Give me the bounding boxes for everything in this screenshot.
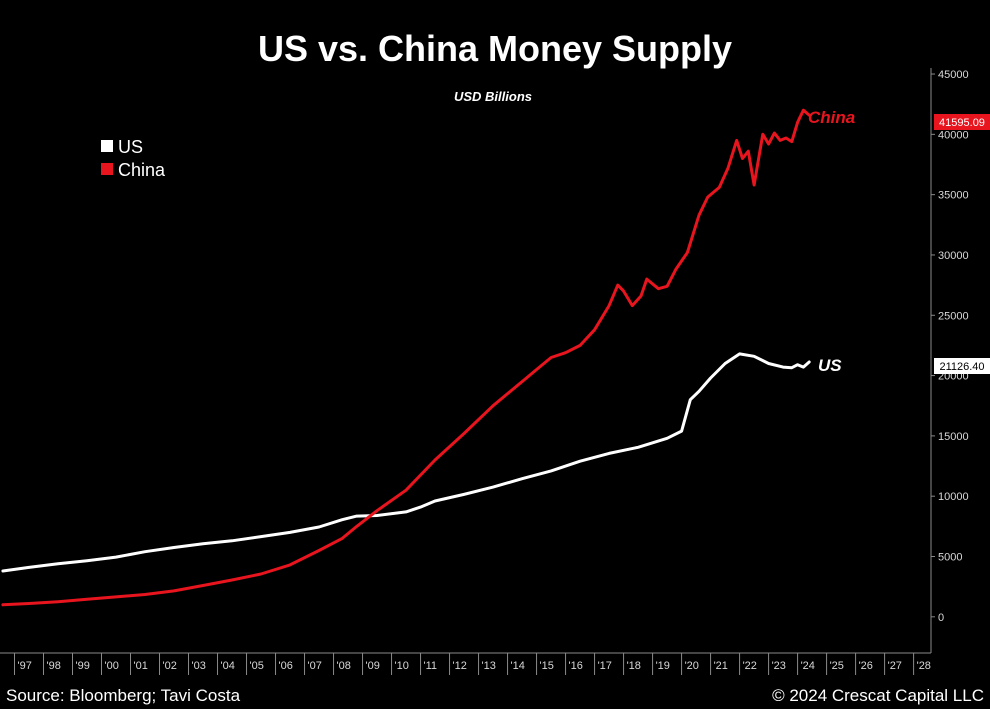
x-tick-label: '05 [250,660,264,672]
last-value-badge-china-bg [934,114,990,130]
y-tick-label: 15000 [938,431,969,443]
x-tick-label: '01 [134,660,148,672]
y-tick-label: 45000 [938,69,969,81]
x-tick-label: '97 [18,660,32,672]
copyright-note: © 2024 Crescat Capital LLC [772,686,984,705]
x-tick-label: '99 [76,660,90,672]
x-tick-label: '98 [47,660,61,672]
y-tick-label: 5000 [938,552,962,564]
y-tick-label: 0 [938,612,944,624]
series-line-china [1,108,811,607]
legend-swatch-us [101,140,113,152]
x-tick-label: '04 [221,660,235,672]
x-tick-label: '23 [772,660,786,672]
x-tick-label: '16 [569,660,583,672]
x-tick-label: '18 [627,660,641,672]
x-tick-label: '07 [308,660,322,672]
y-axis-ticks: 0500010000150002000025000300003500040000… [931,69,969,624]
legend-swatch-china [101,163,113,175]
last-value-badge-china-text: 41595.09 [939,117,985,129]
x-tick-label: '25 [830,660,844,672]
x-tick-label: '27 [888,660,902,672]
x-tick-label: '02 [163,660,177,672]
x-tick-label: '03 [192,660,206,672]
y-tick-label: 10000 [938,491,969,503]
y-tick-label: 40000 [938,129,969,141]
last-value-badge-us-bg [934,358,990,374]
x-tick-label: '00 [105,660,119,672]
x-tick-label: '14 [511,660,525,672]
x-tick-label: '06 [279,660,293,672]
x-tick-label: '11 [424,660,438,672]
x-tick-label: '28 [917,660,931,672]
x-tick-label: '26 [859,660,873,672]
x-tick-label: '17 [598,660,612,672]
last-value-badge-us-text: 21126.40 [939,361,984,373]
last-value-badge-china: 41595.09 [934,114,990,130]
x-tick-label: '19 [656,660,670,672]
x-tick-label: '21 [714,660,728,672]
legend-label-china: China [118,160,166,180]
series-line-us [1,352,811,573]
x-tick-label: '08 [337,660,351,672]
y-tick-label: 25000 [938,310,969,322]
legend-label-us: US [118,137,143,157]
x-axis-ticks: '97 '98 '99 '00 '01 '02 '03 '04 '05 '06 '07 '08 '09 '… [14,653,931,675]
series-layer [1,108,811,607]
x-tick-label: '10 [395,660,409,672]
x-tick-label: '22 [743,660,757,672]
y-tick-label: 35000 [938,190,969,202]
y-tick-label: 30000 [938,250,969,262]
series-end-label-china: China [808,108,855,127]
x-tick-label: '15 [540,660,554,672]
chart-subtitle: USD Billions [454,89,532,104]
x-tick-label: '20 [685,660,699,672]
last-value-badge-us: 21126.40 [934,358,990,374]
series-end-label-us: US [818,356,842,375]
x-tick-label: '24 [801,660,815,672]
legend: US China [101,137,166,180]
x-tick-label: '09 [366,660,380,672]
x-tick-label: '12 [453,660,467,672]
chart-title: US vs. China Money Supply [258,28,732,69]
x-tick-label: '13 [482,660,496,672]
source-note: Source: Bloomberg; Tavi Costa [6,686,241,705]
